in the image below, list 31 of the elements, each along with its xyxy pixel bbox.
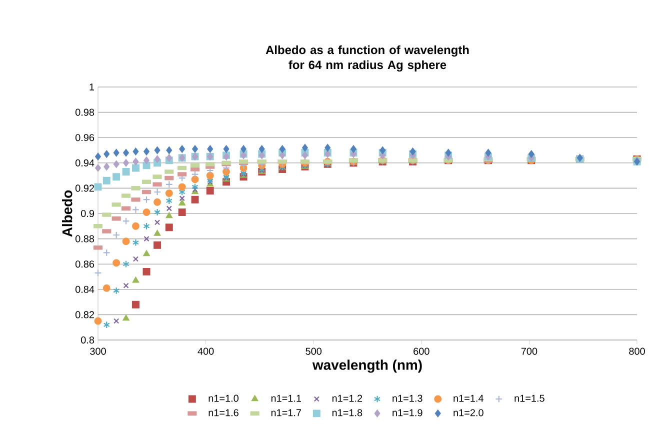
y-tick-label: 0.96	[75, 134, 94, 142]
y-tick-label: 0.84	[75, 286, 94, 293]
y-tick-label: 0.82	[75, 311, 94, 318]
y-tick-label: 0.8	[81, 336, 94, 344]
legend-label: n1=1.9	[392, 409, 422, 416]
legend-label: n1=1.8	[332, 409, 362, 416]
legend-label: n1=1.4	[454, 394, 484, 402]
x-tick-label: 400	[198, 348, 214, 355]
y-tick-label: 0.98	[75, 108, 94, 116]
y-tick-label: 1	[90, 84, 94, 90]
y-tick-label: 0.92	[75, 184, 94, 192]
x-tick-label: 700	[521, 348, 538, 355]
legend-label: n1=1.2	[332, 394, 362, 402]
x-tick-label: 600	[414, 348, 430, 355]
x-tick-label: 500	[306, 348, 322, 355]
y-tick-label: 0.94	[75, 159, 94, 166]
legend-label: n1=1.3	[392, 394, 422, 402]
legend-label: n1=1.1	[271, 394, 302, 402]
y-tick-label: 0.9	[81, 210, 94, 218]
x-tick-label: 800	[629, 348, 645, 355]
legend-label: n1=2.0	[454, 409, 484, 416]
legend-label: n1=1.0	[208, 394, 238, 402]
legend-label: n1=1.7	[271, 409, 302, 416]
legend-label: n1=1.5	[514, 394, 544, 402]
y-tick-label: 0.88	[75, 235, 94, 242]
x-axis-title: wavelength (nm)	[312, 360, 422, 373]
y-axis-title: Albedo	[62, 190, 72, 237]
chart-title: Albedo as a function of wavelength for 64 nm radius Ag sphere	[266, 45, 469, 72]
x-tick-label: 300	[90, 348, 106, 355]
legend-label: n1=1.6	[208, 409, 238, 416]
y-tick-label: 0.86	[75, 260, 94, 268]
